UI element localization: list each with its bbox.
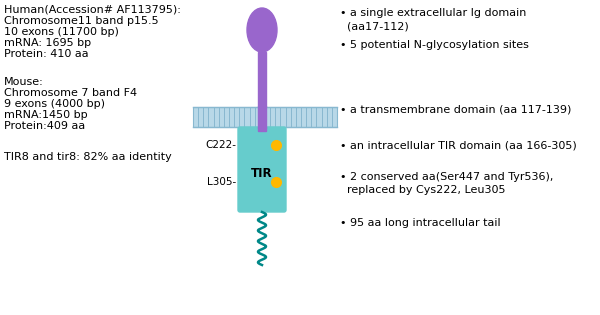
Text: Protein:409 aa: Protein:409 aa bbox=[4, 121, 85, 131]
Text: • a transmembrane domain (aa 117-139): • a transmembrane domain (aa 117-139) bbox=[340, 105, 571, 115]
Text: Chromosome11 band p15.5: Chromosome11 band p15.5 bbox=[4, 16, 158, 26]
Bar bbox=[258, 127, 266, 131]
Text: • 2 conserved aa(Ser447 and Tyr536),
  replaced by Cys222, Leu305: • 2 conserved aa(Ser447 and Tyr536), rep… bbox=[340, 172, 553, 195]
Text: mRNA: 1695 bp: mRNA: 1695 bp bbox=[4, 38, 91, 48]
Text: Mouse:: Mouse: bbox=[4, 77, 44, 87]
Text: • a single extracellular Ig domain
  (aa17-112): • a single extracellular Ig domain (aa17… bbox=[340, 8, 526, 31]
Text: Human(Accession# AF113795):: Human(Accession# AF113795): bbox=[4, 5, 181, 15]
Text: • 5 potential N-glycosylation sites: • 5 potential N-glycosylation sites bbox=[340, 40, 529, 50]
Text: • 95 aa long intracellular tail: • 95 aa long intracellular tail bbox=[340, 218, 500, 228]
Text: mRNA:1450 bp: mRNA:1450 bp bbox=[4, 110, 88, 120]
Text: TIR: TIR bbox=[251, 167, 273, 180]
Text: Protein: 410 aa: Protein: 410 aa bbox=[4, 49, 89, 59]
Bar bbox=[258, 106, 266, 128]
Text: C222-: C222- bbox=[205, 140, 236, 150]
Bar bbox=[258, 52, 266, 107]
FancyBboxPatch shape bbox=[238, 127, 286, 212]
Bar bbox=[193, 107, 337, 127]
Text: L305-: L305- bbox=[207, 177, 236, 187]
Text: TIR8 and tir8: 82% aa identity: TIR8 and tir8: 82% aa identity bbox=[4, 152, 172, 162]
Text: Chromosome 7 band F4: Chromosome 7 band F4 bbox=[4, 88, 137, 98]
Ellipse shape bbox=[247, 8, 277, 52]
Text: • an intracellular TIR domain (aa 166-305): • an intracellular TIR domain (aa 166-30… bbox=[340, 140, 577, 150]
Text: 10 exons (11700 bp): 10 exons (11700 bp) bbox=[4, 27, 119, 37]
Text: 9 exons (4000 bp): 9 exons (4000 bp) bbox=[4, 99, 105, 109]
